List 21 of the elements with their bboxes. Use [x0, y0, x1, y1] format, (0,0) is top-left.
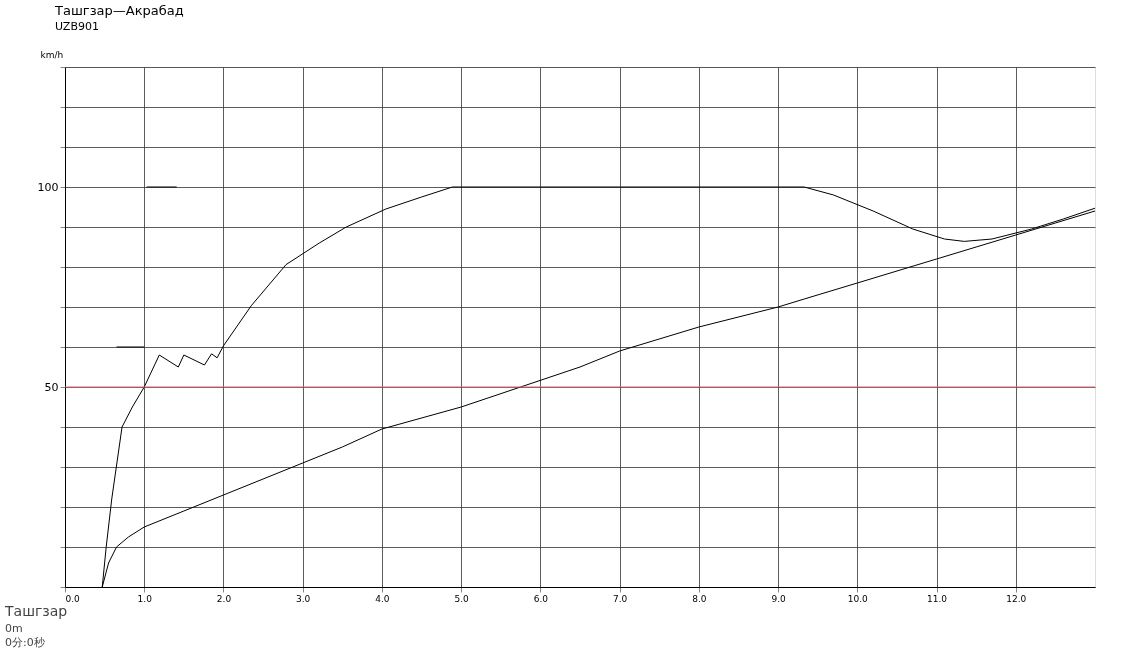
text: 0m — [5, 622, 23, 635]
x-tick-label: 12.0 — [1006, 593, 1027, 604]
text: Ташгзар — [4, 603, 68, 619]
x-tick-label: 10.0 — [847, 593, 869, 604]
x-tick-label: 9.0 — [771, 593, 786, 604]
x-tick-label: 8.0 — [692, 593, 707, 604]
x-tick-label: 2.0 — [216, 593, 232, 604]
x-tick-label: 6.0 — [533, 593, 549, 604]
chart-subtitle: UZB901 — [55, 20, 99, 33]
x-tick-label: 1.0 — [137, 593, 153, 604]
x-tick-label: 5.0 — [454, 593, 470, 604]
chart-title: Ташгзар—Акрабад — [54, 3, 184, 18]
y-tick-label: 100 — [37, 180, 59, 194]
text: 0分:0秒 — [5, 636, 45, 649]
x-tick-label: 3.0 — [296, 593, 311, 604]
x-tick-label: 11.0 — [927, 593, 948, 604]
y-tick-label: 50 — [44, 380, 59, 394]
y-axis-title: km/h — [40, 49, 64, 60]
x-tick-label: 4.0 — [375, 593, 390, 604]
x-tick-label: 7.0 — [612, 593, 628, 604]
x-tick-label: 0.0 — [65, 593, 81, 604]
